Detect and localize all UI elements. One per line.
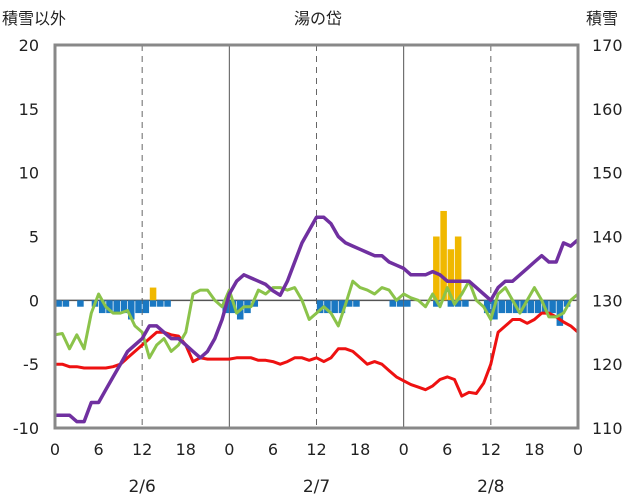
x-tick-label: 18	[350, 440, 370, 459]
bar-1-27	[404, 300, 411, 307]
bar-1-26	[396, 300, 404, 307]
bar-1-2	[77, 300, 84, 307]
line-series-group	[54, 215, 580, 424]
x-axis-ticks: 0 6 12 18 0 6 12 18 0 6 12 18 0	[50, 440, 583, 459]
x-tick-label: 0	[573, 440, 583, 459]
bar-1-9	[135, 300, 142, 314]
date-label: 2/8	[477, 477, 504, 497]
bar-1-22	[338, 300, 346, 314]
bar-0-0	[149, 287, 157, 301]
right-tick-label: 130	[592, 291, 623, 310]
bar-1-0	[55, 300, 62, 307]
bar-1-31	[462, 300, 469, 307]
bar-1-43	[563, 300, 571, 307]
bar-1-41	[549, 300, 556, 314]
plot-frame	[53, 43, 580, 430]
bar-1-11	[149, 300, 157, 307]
right-tick-label: 140	[592, 228, 623, 247]
bar-1-34	[498, 300, 505, 314]
right-tick-label: 150	[592, 164, 623, 183]
bar-1-10	[142, 300, 150, 314]
x-tick-label: 18	[176, 440, 196, 459]
bar-1-21	[331, 300, 338, 314]
bar-1-12	[157, 300, 164, 307]
bar-1-32	[483, 300, 491, 314]
right-tick-label: 110	[592, 419, 623, 438]
x-tick-label: 6	[93, 440, 103, 459]
x-tick-label: 6	[442, 440, 452, 459]
x-tick-label: 0	[224, 440, 234, 459]
bar-1-29	[447, 300, 455, 307]
bar-1-4	[98, 300, 106, 314]
date-labels: 2/6 2/7 2/8	[128, 477, 504, 497]
bar-1-23	[345, 300, 353, 307]
bar-1-18	[251, 300, 259, 307]
right-tick-label: 160	[592, 100, 623, 119]
left-axis-title: 積雪以外	[2, 9, 66, 28]
date-label: 2/6	[128, 477, 155, 497]
left-tick-label: -10	[13, 419, 39, 438]
bar-0-2	[440, 210, 447, 301]
bar-1-19	[316, 300, 324, 314]
bar-1-7	[120, 300, 128, 314]
x-tick-label: 0	[399, 440, 409, 459]
bar-1-20	[324, 300, 331, 314]
chart-title: 湯の岱	[294, 9, 342, 28]
left-tick-label: 0	[29, 291, 39, 310]
bar-1-39	[534, 300, 542, 314]
left-tick-label: 10	[19, 164, 39, 183]
left-tick-label: 5	[29, 228, 39, 247]
line-series-4	[55, 215, 580, 424]
x-tick-label: 18	[524, 440, 544, 459]
left-axis-ticks: 20 15 10 5 0 -5 -10	[13, 36, 39, 438]
left-tick-label: 15	[19, 100, 39, 119]
bar-1-30	[454, 300, 462, 307]
x-tick-label: 0	[50, 440, 60, 459]
bar-1-35	[505, 300, 513, 314]
bar-0-1	[433, 236, 440, 301]
bar-1-24	[353, 300, 360, 307]
x-tick-label: 12	[132, 440, 152, 459]
bar-1-5	[106, 300, 113, 314]
bar-1-28	[433, 300, 440, 307]
bar-0-4	[454, 236, 462, 301]
bar-1-25	[389, 300, 397, 307]
right-axis-ticks: 170 160 150 140 130 120 110	[592, 36, 623, 438]
line-series-3	[54, 279, 579, 360]
date-label: 2/7	[303, 477, 330, 497]
right-axis-title: 積雪	[586, 9, 618, 28]
x-tick-label: 6	[268, 440, 278, 459]
bar-1-13	[164, 300, 171, 307]
right-tick-label: 170	[592, 36, 623, 55]
bar-1-8	[128, 300, 135, 320]
right-tick-label: 120	[592, 355, 623, 374]
left-tick-label: 20	[19, 36, 39, 55]
bar-1-6	[113, 300, 121, 314]
x-tick-label: 12	[306, 440, 326, 459]
x-tick-label: 12	[481, 440, 501, 459]
bar-1-1	[62, 300, 70, 307]
left-tick-label: -5	[23, 355, 39, 374]
bar-1-15	[229, 300, 237, 314]
bar-0-3	[447, 249, 455, 301]
line-series-2	[55, 311, 579, 398]
bar-1-38	[527, 300, 535, 314]
bar-1-42	[556, 300, 564, 326]
